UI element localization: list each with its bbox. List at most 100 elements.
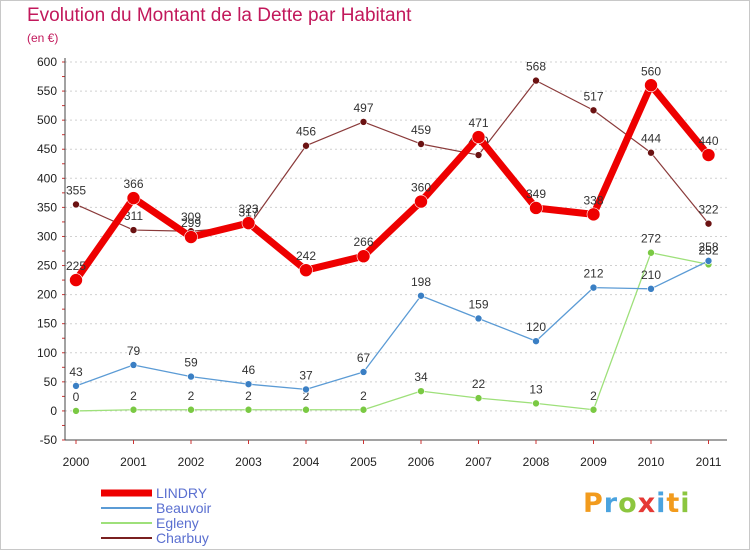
lindry-point <box>644 78 658 93</box>
beauvoir-data-label: 79 <box>127 344 141 358</box>
beauvoir-point <box>474 314 483 323</box>
egleny-data-label: 2 <box>360 389 367 403</box>
beauvoir-data-label: 258 <box>698 240 718 254</box>
egleny-data-label: 2 <box>130 389 137 403</box>
beauvoir-point <box>187 372 195 381</box>
charbuy-point <box>129 226 138 234</box>
egleny-point <box>129 405 138 414</box>
charbuy-line <box>75 80 710 232</box>
chart-title: Evolution du Montant de la Dette par Hab… <box>27 5 412 26</box>
x-tick-label: 2004 <box>293 455 320 469</box>
beauvoir-point <box>647 284 655 293</box>
y-tick-label: 250 <box>37 259 57 273</box>
egleny-point <box>359 405 368 414</box>
beauvoir-data-label: 159 <box>468 297 488 311</box>
beauvoir-data-label: 210 <box>641 268 661 282</box>
egleny-data-label: 0 <box>73 390 80 404</box>
beauvoir-data-label: 67 <box>357 351 371 365</box>
beauvoir-point <box>417 291 425 300</box>
lindry-data-label: 323 <box>238 202 258 216</box>
legend-label-lindry: LINDRY <box>156 485 208 501</box>
charbuy-point <box>532 76 540 85</box>
y-tick-label: 200 <box>37 288 57 302</box>
egleny-point <box>474 394 483 402</box>
y-tick-label: 500 <box>37 113 57 127</box>
egleny-point <box>532 399 540 408</box>
x-tick-label: 2002 <box>178 455 205 469</box>
x-tick-label: 2003 <box>235 455 262 469</box>
egleny-point <box>589 405 598 414</box>
y-tick-label: 0 <box>50 404 57 418</box>
charbuy-data-label: 355 <box>66 183 86 197</box>
egleny-data-label: 2 <box>590 389 597 403</box>
charbuy-point <box>417 140 425 148</box>
charbuy-data-label: 568 <box>526 60 546 74</box>
beauvoir-line <box>75 260 710 391</box>
y-tick-label: 150 <box>37 317 57 331</box>
series-charbuy: 355 311 309 317 456 497 459 440 568 517 444 322 <box>66 60 719 236</box>
charbuy-data-label: 317 <box>238 206 258 220</box>
lindry-data-label: 360 <box>411 181 431 195</box>
egleny-point <box>187 405 195 414</box>
proxiti-logo: Proxiti <box>583 488 691 519</box>
egleny-data-label: 34 <box>414 370 428 384</box>
beauvoir-point <box>302 385 310 394</box>
legend-label-charbuy: Charbuy <box>156 530 209 546</box>
y-tick-label: 50 <box>44 375 58 389</box>
x-tick-label: 2007 <box>465 455 492 469</box>
charbuy-data-label: 309 <box>181 210 201 224</box>
beauvoir-data-label: 212 <box>583 267 603 281</box>
x-tick-label: 2009 <box>580 455 607 469</box>
charbuy-data-label: 517 <box>583 89 603 103</box>
lindry-point <box>414 194 428 209</box>
x-tick-label: 2006 <box>408 455 435 469</box>
lindry-data-label: 471 <box>468 116 488 130</box>
beauvoir-point <box>589 283 598 292</box>
egleny-data-label: 13 <box>529 382 543 396</box>
chart-subtitle: (en €) <box>27 31 59 45</box>
y-tick-label: 350 <box>37 200 57 214</box>
charbuy-data-label: 456 <box>296 125 316 139</box>
lindry-data-label: 225 <box>66 259 86 273</box>
y-tick-label: 450 <box>37 142 57 156</box>
x-tick-label: 2000 <box>63 455 90 469</box>
charbuy-point <box>474 151 483 159</box>
x-tick-label: 2011 <box>696 455 722 469</box>
egleny-data-label: 22 <box>472 377 486 391</box>
charbuy-point <box>72 200 80 209</box>
charbuy-point <box>359 118 368 126</box>
lindry-point <box>299 263 313 277</box>
lindry-point <box>471 130 486 144</box>
beauvoir-point <box>359 368 368 376</box>
lindry-point <box>184 230 198 244</box>
charbuy-data-label: 322 <box>698 203 718 217</box>
lindry-point <box>69 273 83 287</box>
charbuy-data-label: 459 <box>411 123 431 137</box>
egleny-line <box>75 252 710 412</box>
lindry-point <box>529 201 543 215</box>
y-tick-label: 550 <box>37 84 57 98</box>
charbuy-data-label: 497 <box>353 101 373 115</box>
x-tick-label: 2008 <box>523 455 550 469</box>
lindry-point <box>356 249 371 264</box>
egleny-data-label: 2 <box>245 389 252 403</box>
y-tick-label: 400 <box>37 171 57 185</box>
lindry-point <box>241 216 256 230</box>
egleny-data-label: 272 <box>641 232 661 246</box>
egleny-point <box>244 405 253 414</box>
beauvoir-data-label: 59 <box>184 356 198 370</box>
y-tick-label: 600 <box>37 55 57 69</box>
egleny-point <box>72 407 80 415</box>
charbuy-point <box>302 141 310 150</box>
series-beauvoir: 43 79 59 46 37 67 198 159 120 212 210 258 <box>69 240 719 394</box>
lindry-data-label: 366 <box>123 177 143 191</box>
beauvoir-data-label: 120 <box>526 320 546 334</box>
x-tick-label: 2005 <box>350 455 377 469</box>
charbuy-data-label: 311 <box>124 209 143 223</box>
lindry-point <box>586 207 601 222</box>
x-tick-label: 2001 <box>120 455 147 469</box>
lindry-point <box>126 191 141 205</box>
egleny-data-label: 2 <box>188 389 195 403</box>
beauvoir-point <box>72 382 80 390</box>
